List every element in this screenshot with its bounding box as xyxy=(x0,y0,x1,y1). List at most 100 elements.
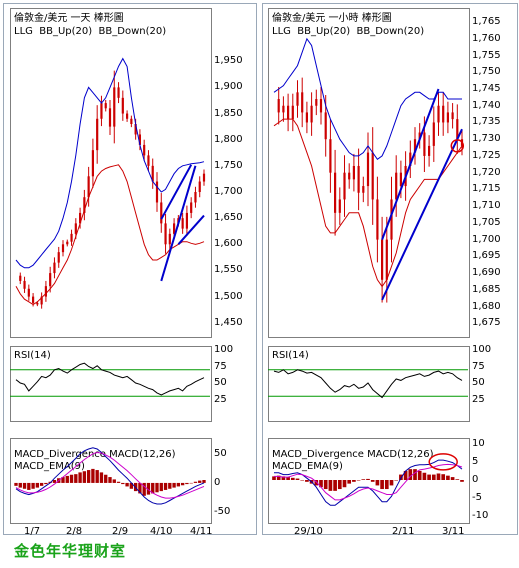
macd-divergence-bar xyxy=(370,480,375,482)
hourly-price-yaxis: 1,765 1,760 1,755 1,750 1,745 1,740 1,735 1,730… xyxy=(472,8,516,336)
macd-divergence-bar xyxy=(328,480,333,491)
trendline xyxy=(177,214,205,245)
y-tick-label: -50 xyxy=(214,506,231,518)
daily-price-legend: LLG BB_Up(20) BB_Down(20) xyxy=(14,26,166,37)
y-tick-label: 10 xyxy=(472,437,485,449)
trendline xyxy=(160,164,193,220)
y-tick-label: 1,680 xyxy=(472,300,501,312)
y-tick-label: 1,740 xyxy=(472,99,501,111)
macd-divergence-bar xyxy=(342,480,347,488)
y-tick-label: 1,700 xyxy=(472,233,501,245)
y-tick-label: 1,730 xyxy=(472,133,501,145)
macd-divergence-bar xyxy=(31,482,35,489)
macd-ema-line xyxy=(274,463,463,501)
y-tick-label: 1,765 xyxy=(472,16,501,28)
macd-divergence-bar xyxy=(202,480,206,483)
y-tick-label: 1,450 xyxy=(214,316,243,328)
macd-divergence-bar xyxy=(39,482,44,486)
bb-down-line xyxy=(273,118,463,288)
x-tick-label: 1/7 xyxy=(24,526,41,537)
y-tick-label: 25 xyxy=(472,393,485,405)
macd-divergence-bar xyxy=(455,479,460,480)
macd-divergence-bar xyxy=(99,472,104,483)
macd-divergence-bar xyxy=(168,482,172,489)
macd-divergence-bar xyxy=(356,480,361,481)
legend-bb-up: BB_Up(20) xyxy=(297,26,351,37)
macd-divergence-bar xyxy=(27,482,31,490)
daily-macd-subtitle: MACD_EMA(9) xyxy=(14,461,85,472)
daily-rsi-chart xyxy=(10,362,210,397)
macd-divergence-bar xyxy=(300,480,305,481)
macd-divergence-bar xyxy=(91,468,95,483)
hourly-macd-chart xyxy=(272,453,464,506)
macd-divergence-bar xyxy=(18,482,22,488)
x-tick-label: 3/11 xyxy=(442,526,465,537)
rsi-line xyxy=(15,362,205,396)
y-tick-label: 1,710 xyxy=(472,200,501,212)
macd-divergence-bar xyxy=(35,482,40,488)
macd-divergence-bar xyxy=(104,474,108,483)
macd-divergence-bar xyxy=(431,474,436,480)
macd-divergence-bar xyxy=(305,480,309,482)
hourly-price-title: 倫敦金/美元 一小時 棒形圖 xyxy=(272,13,392,24)
macd-divergence-bar xyxy=(337,480,342,490)
macd-divergence-bar xyxy=(14,482,18,486)
y-tick-label: 0 xyxy=(214,476,221,488)
y-tick-label: 1,690 xyxy=(472,267,501,279)
y-tick-label: 1,725 xyxy=(472,149,501,161)
daily-macd-chart xyxy=(14,447,206,505)
macd-divergence-bar xyxy=(193,481,198,483)
daily-rsi-title: RSI(14) xyxy=(14,350,51,361)
macd-divergence-bar xyxy=(95,470,99,483)
y-tick-label: 75 xyxy=(472,360,485,372)
y-tick-label: 1,700 xyxy=(214,186,243,197)
macd-divergence-bar xyxy=(159,482,163,492)
macd-divergence-bar xyxy=(333,480,337,491)
macd-divergence-bar xyxy=(69,474,74,483)
y-tick-label: 50 xyxy=(214,377,227,388)
hourly-xaxis: 29/10 2/11 3/11 xyxy=(268,526,468,538)
trendline xyxy=(381,88,440,240)
y-tick-label: 1,695 xyxy=(472,250,501,262)
macd-divergence-bar xyxy=(155,482,159,493)
macd-divergence-bar xyxy=(116,481,121,483)
macd-divergence-bar xyxy=(319,480,323,488)
macd-divergence-bar xyxy=(142,482,146,496)
y-tick-label: 1,755 xyxy=(472,49,501,61)
macd-divergence-bar xyxy=(427,474,431,480)
macd-divergence-bar xyxy=(74,474,78,483)
macd-divergence-bar xyxy=(138,482,142,494)
macd-divergence-bar xyxy=(61,477,65,483)
macd-divergence-bar xyxy=(446,475,450,480)
macd-divergence-bar xyxy=(347,480,352,484)
macd-divergence-bar xyxy=(146,482,151,495)
macd-divergence-bar xyxy=(86,470,91,483)
macd-divergence-bar xyxy=(314,480,319,486)
hourly-rsi-plot xyxy=(268,346,470,422)
bb-up-line xyxy=(273,37,462,161)
bb-up-line xyxy=(15,57,205,269)
legend-bb-up: BB_Up(20) xyxy=(39,26,93,37)
macd-divergence-bar xyxy=(384,480,389,490)
legend-llg: LLG xyxy=(14,26,33,37)
y-tick-label: -5 xyxy=(472,492,482,504)
macd-divergence-bar xyxy=(375,480,380,486)
macd-divergence-bar xyxy=(272,476,276,480)
macd-divergence-bar xyxy=(361,479,366,480)
macd-divergence-bar xyxy=(389,480,394,486)
macd-line xyxy=(274,459,463,506)
macd-divergence-bar xyxy=(436,473,441,480)
y-tick-label: 1,550 xyxy=(214,264,243,276)
y-tick-label: 1,760 xyxy=(472,32,501,44)
macd-ema-line xyxy=(15,451,205,499)
x-tick-label: 2/9 xyxy=(112,526,129,537)
hourly-price-chart xyxy=(273,37,465,303)
macd-divergence-bar xyxy=(352,480,356,482)
y-tick-label: 1,735 xyxy=(472,116,501,128)
legend-bb-down: BB_Down(20) xyxy=(356,26,425,37)
bb-down-line xyxy=(15,164,205,306)
hourly-price-legend: LLG BB_Up(20) BB_Down(20) xyxy=(272,26,424,37)
y-tick-label: 25 xyxy=(214,393,227,405)
macd-divergence-bar xyxy=(450,477,455,480)
x-tick-label: 2/11 xyxy=(392,526,415,537)
